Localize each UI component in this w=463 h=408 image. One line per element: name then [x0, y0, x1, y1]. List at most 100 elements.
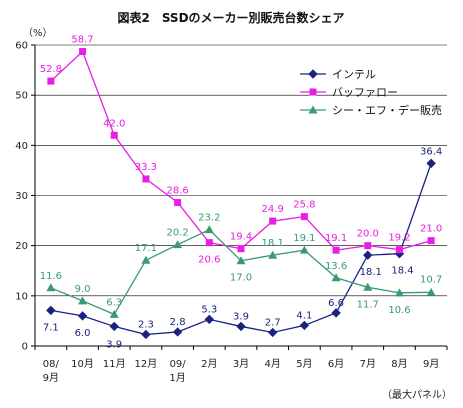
series-3 [46, 225, 436, 318]
x-tick-label: 09/1月 [169, 359, 186, 384]
x-tick-label: 08/9月 [43, 359, 60, 384]
data-point [141, 329, 151, 340]
legend-marker [309, 88, 317, 96]
data-label: 13.6 [325, 261, 347, 272]
x-tick-label: 3月 [233, 358, 249, 370]
series-2 [47, 48, 435, 254]
x-tick-label: 12月 [135, 358, 158, 370]
legend-marker [308, 105, 318, 114]
data-label: 17.0 [230, 273, 252, 284]
data-label: 6.3 [106, 297, 122, 308]
data-label: 18.1 [360, 267, 382, 278]
data-label: 23.2 [198, 213, 220, 224]
data-point [267, 327, 278, 338]
y-tick-label: 10 [15, 291, 28, 302]
data-label: 10.7 [420, 274, 442, 285]
x-tick-label: 4月 [265, 358, 281, 370]
data-label: 24.9 [262, 204, 284, 215]
data-point [363, 282, 373, 291]
legend-item: シー・エフ・デー販売 [300, 103, 442, 117]
legend-label: インテル [332, 68, 376, 81]
data-point [268, 250, 278, 259]
data-label: 42.0 [103, 118, 125, 129]
data-point [364, 242, 372, 250]
data-label: 6.6 [328, 298, 344, 309]
data-point [236, 256, 246, 265]
data-label: 18.4 [391, 266, 413, 277]
axes [31, 44, 448, 350]
y-axis-unit: （%） [23, 27, 53, 39]
data-label: 19.1 [293, 233, 315, 244]
data-label: 5.3 [201, 304, 217, 315]
data-point [394, 288, 404, 297]
data-label: 2.3 [138, 319, 154, 330]
data-label: 25.8 [293, 200, 315, 211]
data-point [332, 246, 340, 254]
x-tick-label: 2月 [201, 358, 217, 370]
y-tick-label: 40 [15, 141, 28, 152]
data-label: 2.7 [265, 317, 281, 328]
data-label: 7.1 [43, 322, 59, 333]
data-point [174, 199, 182, 207]
data-point [109, 309, 119, 318]
grid [35, 44, 447, 297]
data-label: 19.1 [325, 233, 347, 244]
x-tick-label: 9月 [423, 358, 439, 370]
chart-note: （最大パネル） [382, 388, 452, 401]
data-point [331, 308, 341, 318]
y-tick-label: 30 [15, 191, 28, 202]
data-point [173, 240, 183, 249]
data-point [110, 131, 118, 139]
data-label: 18.1 [262, 238, 284, 249]
data-label: 52.8 [40, 64, 62, 75]
data-point [269, 217, 277, 225]
data-label: 11.7 [357, 299, 379, 310]
data-point [142, 175, 150, 183]
data-label: 10.6 [388, 305, 410, 316]
data-label: 58.7 [71, 35, 93, 46]
data-point [236, 321, 246, 332]
data-point [237, 245, 245, 253]
data-label: 4.1 [296, 310, 312, 321]
data-point [204, 314, 215, 325]
data-label: 19.2 [388, 233, 410, 244]
data-point [47, 77, 55, 85]
data-point [46, 283, 56, 292]
data-point [141, 255, 151, 264]
data-point [205, 239, 213, 247]
x-tick-label: 7月 [360, 358, 376, 370]
data-label: 20.6 [198, 255, 220, 266]
data-label: 6.0 [75, 328, 91, 339]
data-point [78, 296, 88, 305]
y-tick-label: 0 [22, 342, 28, 353]
chart-title: 図表2 SSDのメーカー別販売台数シェア [117, 10, 344, 25]
legend-item: バッファロー [300, 86, 398, 99]
legend-label: バッファロー [332, 86, 398, 99]
data-label: 28.6 [166, 186, 188, 197]
data-point [299, 320, 310, 331]
data-point [299, 245, 309, 254]
data-point [77, 311, 88, 321]
data-point [395, 246, 403, 254]
data-point [79, 48, 87, 56]
data-point [427, 237, 435, 245]
data-label: 3.9 [106, 339, 122, 350]
data-point [426, 287, 436, 296]
y-tick-label: 20 [15, 241, 28, 252]
data-point [46, 305, 56, 316]
legend-item: インテル [300, 68, 376, 81]
data-label: 2.8 [170, 317, 186, 328]
data-point [172, 327, 183, 337]
data-label: 20.2 [166, 228, 188, 239]
data-point [300, 213, 308, 221]
y-tick-label: 60 [15, 41, 28, 52]
data-label: 3.9 [233, 311, 249, 322]
data-label: 33.3 [135, 162, 157, 173]
series-layer [46, 48, 436, 340]
legend-marker [308, 69, 318, 79]
legend-label: シー・エフ・デー販売 [332, 103, 442, 117]
x-tick-label: 10月 [71, 358, 94, 370]
data-label: 19.4 [230, 232, 252, 243]
